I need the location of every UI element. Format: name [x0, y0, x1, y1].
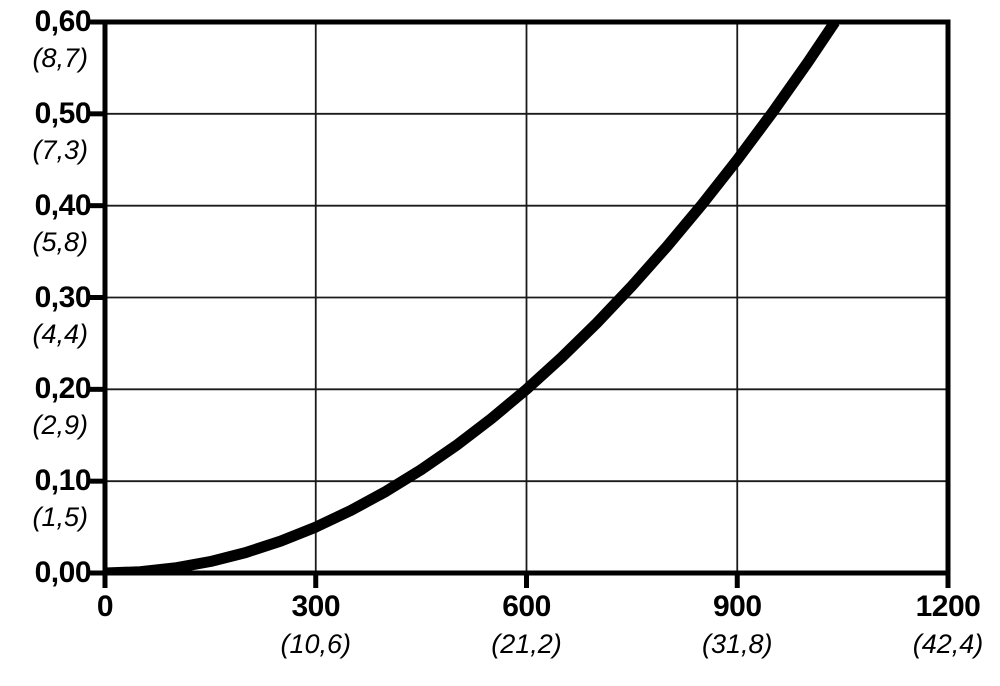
x-tick-sublabel: (10,6): [280, 629, 352, 659]
x-tick-sublabel: (31,8): [701, 629, 773, 659]
y-tick-sublabel: (8,7): [32, 43, 88, 73]
y-tick-label: 0,40: [34, 188, 92, 222]
x-tick-label: 1200: [915, 590, 981, 623]
x-tick-label: 0: [96, 590, 114, 623]
y-tick-label: 0,60: [34, 5, 92, 38]
y-tick-label: 0,10: [34, 464, 92, 498]
y-tick-sublabel: (5,8): [32, 226, 88, 257]
y-tick-sublabel: (4,4): [32, 318, 88, 349]
plot-border: [102, 19, 951, 576]
y-tick-sublabel: (7,3): [32, 134, 88, 165]
x-tick-label: 300: [291, 590, 341, 623]
x-tick-label: 900: [712, 590, 762, 623]
y-tick-sublabel: (1,5): [32, 502, 88, 533]
y-tick-label: 0,20: [34, 372, 92, 406]
y-tick-label: 0,50: [34, 96, 92, 130]
x-tick-sublabel: (42,4): [912, 629, 984, 659]
y-tick-label: 0,00: [34, 556, 92, 589]
y-tick-label: 0,30: [34, 280, 92, 314]
x-tick-label: 600: [502, 590, 551, 623]
data-curve: [104, 19, 840, 576]
x-tick-sublabel: (21,2): [491, 629, 562, 659]
y-tick-sublabel: (2,9): [32, 410, 88, 441]
